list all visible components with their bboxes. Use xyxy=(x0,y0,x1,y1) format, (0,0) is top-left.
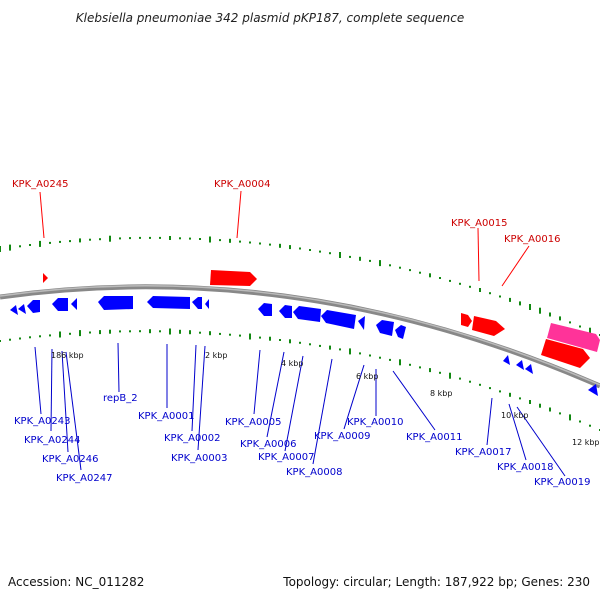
forward-gene-a0015[interactable] xyxy=(461,313,472,327)
scale-label-2kbp: 2 kbp xyxy=(205,351,227,360)
reverse-gene-5[interactable] xyxy=(71,298,77,310)
gene-label-kpk-a0001[interactable]: KPK_A0001 xyxy=(138,411,194,422)
gene-label-kpk-a0003[interactable]: KPK_A0003 xyxy=(171,453,227,464)
scale-label-186kbp: 186 kbp xyxy=(51,351,84,360)
reverse-gene-3[interactable] xyxy=(27,300,40,313)
forward-gene-labels: KPK_A0245 KPK_A0004 KPK_A0015 KPK_A0016 xyxy=(12,179,560,245)
reverse-gene-20[interactable] xyxy=(588,384,598,396)
reverse-gene-12[interactable] xyxy=(293,306,321,322)
gene-label-kpk-a0016[interactable]: KPK_A0016 xyxy=(504,234,560,245)
gene-label-kpk-a0247[interactable]: KPK_A0247 xyxy=(56,473,112,484)
reverse-gene-7[interactable] xyxy=(147,296,190,309)
forward-gene-a0016[interactable] xyxy=(472,316,505,336)
forward-genes xyxy=(43,270,600,368)
forward-gene-pink[interactable] xyxy=(547,323,600,352)
forward-gene-a0004[interactable] xyxy=(210,270,257,286)
gene-label-kpk-a0008[interactable]: KPK_A0008 xyxy=(286,467,342,478)
reverse-leaders xyxy=(34,342,566,477)
gene-label-kpk-a0019[interactable]: KPK_A0019 xyxy=(534,477,590,488)
gene-label-kpk-a0002[interactable]: KPK_A0002 xyxy=(164,433,220,444)
gene-label-kpk-a0010[interactable]: KPK_A0010 xyxy=(347,417,403,428)
gene-label-kpk-a0004[interactable]: KPK_A0004 xyxy=(214,179,270,190)
gene-label-kpk-a0246[interactable]: KPK_A0246 xyxy=(42,454,98,465)
reverse-gene-2[interactable] xyxy=(18,304,26,314)
gene-label-kpk-a0244[interactable]: KPK_A0244 xyxy=(24,435,80,446)
reverse-gene-labels: KPK_A0243 KPK_A0244 KPK_A0246 KPK_A0247 … xyxy=(14,393,590,488)
outer-gc-ring xyxy=(0,235,600,336)
topology-summary: Topology: circular; Length: 187,922 bp; … xyxy=(282,575,590,589)
reverse-gene-10[interactable] xyxy=(258,303,272,316)
scale-labels: 186 kbp 2 kbp 4 kbp 6 kbp 8 kbp 10 kbp 1… xyxy=(51,351,600,447)
scale-label-4kbp: 4 kbp xyxy=(281,359,303,368)
gene-label-kpk-a0006[interactable]: KPK_A0006 xyxy=(240,439,296,450)
reverse-gene-17[interactable] xyxy=(503,355,510,365)
reverse-gene-4[interactable] xyxy=(52,298,68,311)
inner-gc-ring xyxy=(0,328,600,431)
gene-label-kpk-a0018[interactable]: KPK_A0018 xyxy=(497,462,553,473)
reverse-gene-9[interactable] xyxy=(205,299,209,309)
reverse-gene-18[interactable] xyxy=(516,360,524,370)
gene-label-kpk-a0005[interactable]: KPK_A0005 xyxy=(225,417,281,428)
gene-label-kpk-a0015[interactable]: KPK_A0015 xyxy=(451,218,507,229)
gene-label-kpk-a0017[interactable]: KPK_A0017 xyxy=(455,447,511,458)
scale-label-6kbp: 6 kbp xyxy=(356,372,378,381)
reverse-gene-6[interactable] xyxy=(98,296,133,310)
scale-label-10kbp: 10 kbp xyxy=(501,411,529,420)
forward-gene-a0245[interactable] xyxy=(43,273,48,283)
reverse-gene-11[interactable] xyxy=(279,305,292,318)
reverse-gene-8[interactable] xyxy=(192,297,202,309)
reverse-gene-15[interactable] xyxy=(376,320,394,336)
gene-label-kpk-a0011[interactable]: KPK_A0011 xyxy=(406,432,462,443)
backbone-arc-highlight xyxy=(0,285,600,386)
scale-label-12kbp: 12 kbp xyxy=(572,438,600,447)
reverse-gene-1[interactable] xyxy=(10,305,18,315)
gene-label-kpk-a0243[interactable]: KPK_A0243 xyxy=(14,416,70,427)
reverse-gene-13[interactable] xyxy=(321,310,356,329)
forward-gene-red-lower[interactable] xyxy=(541,339,590,368)
gene-label-kpk-a0245[interactable]: KPK_A0245 xyxy=(12,179,68,190)
reverse-gene-19[interactable] xyxy=(525,364,533,374)
map-title: Klebsiella pneumoniae 342 plasmid pKP187… xyxy=(76,11,464,25)
reverse-genes xyxy=(10,296,598,396)
reverse-gene-16[interactable] xyxy=(395,325,406,339)
forward-leaders xyxy=(39,190,530,287)
backbone-arc xyxy=(0,284,600,389)
gene-label-kpk-a0009[interactable]: KPK_A0009 xyxy=(314,431,370,442)
gene-label-repb-2[interactable]: repB_2 xyxy=(103,393,138,404)
reverse-gene-14[interactable] xyxy=(358,316,365,330)
accession-text: Accession: NC_011282 xyxy=(8,575,144,589)
gene-label-kpk-a0007[interactable]: KPK_A0007 xyxy=(258,452,314,463)
scale-label-8kbp: 8 kbp xyxy=(430,389,452,398)
